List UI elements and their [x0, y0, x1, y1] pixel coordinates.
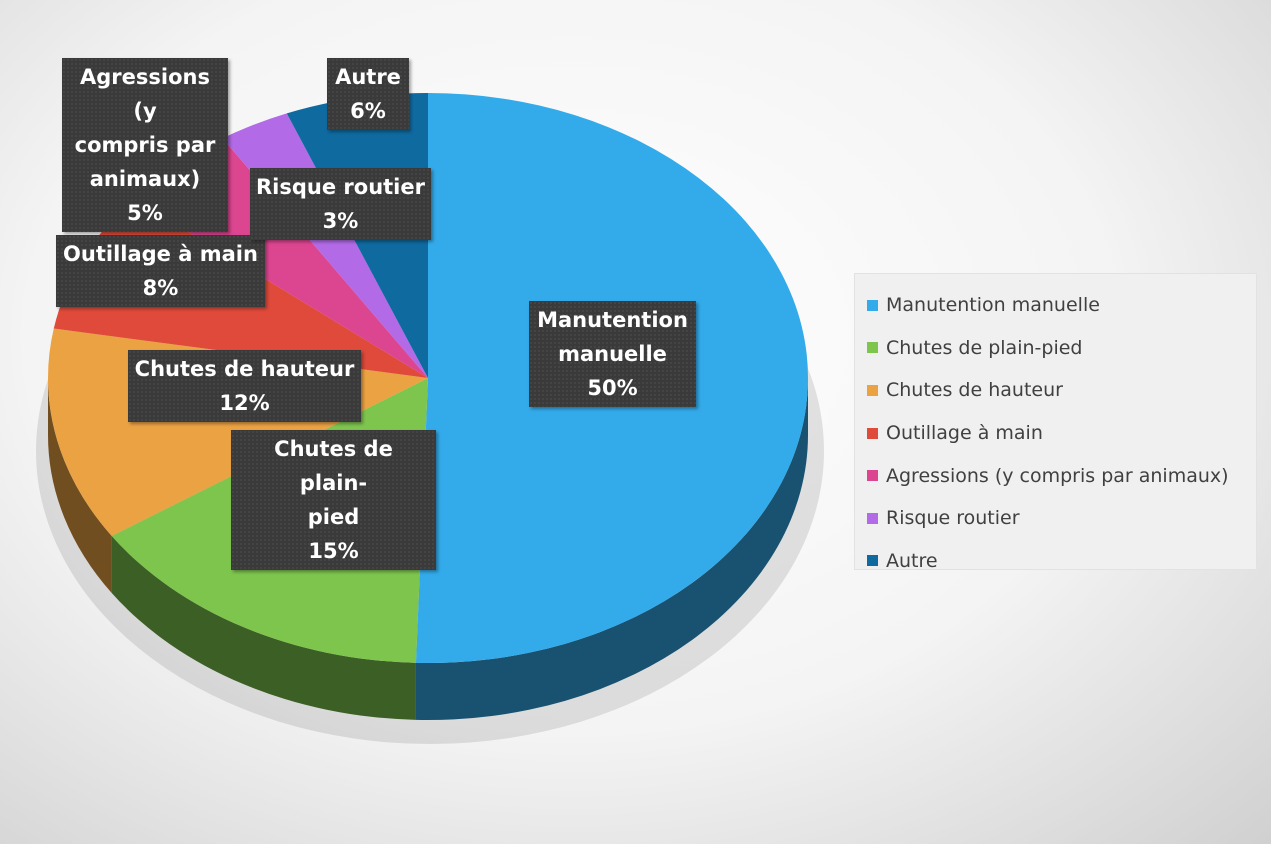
legend-item-chutes-plain-pied: Chutes de plain-pied: [867, 327, 1256, 370]
legend-item-agressions: Agressions (y compris par animaux): [867, 454, 1256, 497]
data-label-value: 15%: [308, 539, 359, 563]
legend-swatch: [867, 342, 878, 354]
legend-item-autre: Autre: [867, 540, 1256, 583]
legend-label: Agressions (y compris par animaux): [886, 464, 1229, 487]
data-label-category: animaux): [89, 167, 201, 191]
data-label: Outillage à main 8%: [56, 235, 265, 307]
data-label-category: compris par: [74, 133, 216, 157]
legend-item-outillage: Outillage à main: [867, 412, 1256, 455]
data-label-value: 5%: [127, 201, 163, 225]
pie-slice-side-0: [415, 378, 808, 720]
data-label-category: Chutes de hauteur: [134, 357, 355, 381]
pie-slice-side-2: [48, 378, 112, 593]
legend-item-risque-routier: Risque routier: [867, 497, 1256, 540]
chart-legend: Manutention manuelle Chutes de plain-pie…: [854, 273, 1257, 572]
data-label: Manutention manuelle 50%: [529, 301, 696, 407]
legend-swatch: [867, 512, 878, 524]
legend-item-manutention: Manutention manuelle: [867, 284, 1256, 327]
data-label-category: manuelle: [558, 342, 667, 366]
data-label-value: 3%: [322, 209, 359, 233]
legend-label: Outillage à main: [886, 422, 1043, 445]
data-label-category: Autre: [335, 65, 401, 89]
legend-label: Manutention manuelle: [886, 294, 1100, 317]
data-label-value: 8%: [142, 276, 179, 300]
data-label-category: Agressions (y: [80, 65, 210, 123]
data-label-value: 12%: [219, 391, 270, 415]
legend-label: Autre: [886, 549, 938, 572]
pie-slice-side-1: [111, 535, 416, 720]
legend-label: Chutes de hauteur: [886, 379, 1063, 402]
data-label: Risque routier 3%: [250, 168, 431, 240]
legend-swatch: [867, 427, 878, 439]
data-label: Agressions (y compris par animaux) 5%: [62, 58, 228, 232]
legend-label: Risque routier: [886, 507, 1020, 530]
data-label-category: Chutes de plain-: [274, 437, 393, 495]
data-label: Autre 6%: [327, 58, 409, 130]
data-label: Chutes de plain-pied 15%: [231, 430, 436, 570]
legend-swatch: [867, 299, 878, 311]
data-label-category: Risque routier: [256, 175, 425, 199]
data-label-value: 50%: [587, 376, 638, 400]
legend-swatch: [867, 555, 878, 567]
data-label-value: 6%: [350, 99, 386, 123]
data-label-category: pied: [307, 505, 360, 529]
data-label: Chutes de hauteur 12%: [128, 350, 361, 422]
legend-label: Chutes de plain-pied: [886, 336, 1083, 359]
legend-swatch: [867, 384, 878, 396]
data-label-category: Outillage à main: [63, 242, 258, 266]
data-label-category: Manutention: [537, 308, 688, 332]
legend-swatch: [867, 470, 878, 482]
legend-item-chutes-hauteur: Chutes de hauteur: [867, 369, 1256, 412]
